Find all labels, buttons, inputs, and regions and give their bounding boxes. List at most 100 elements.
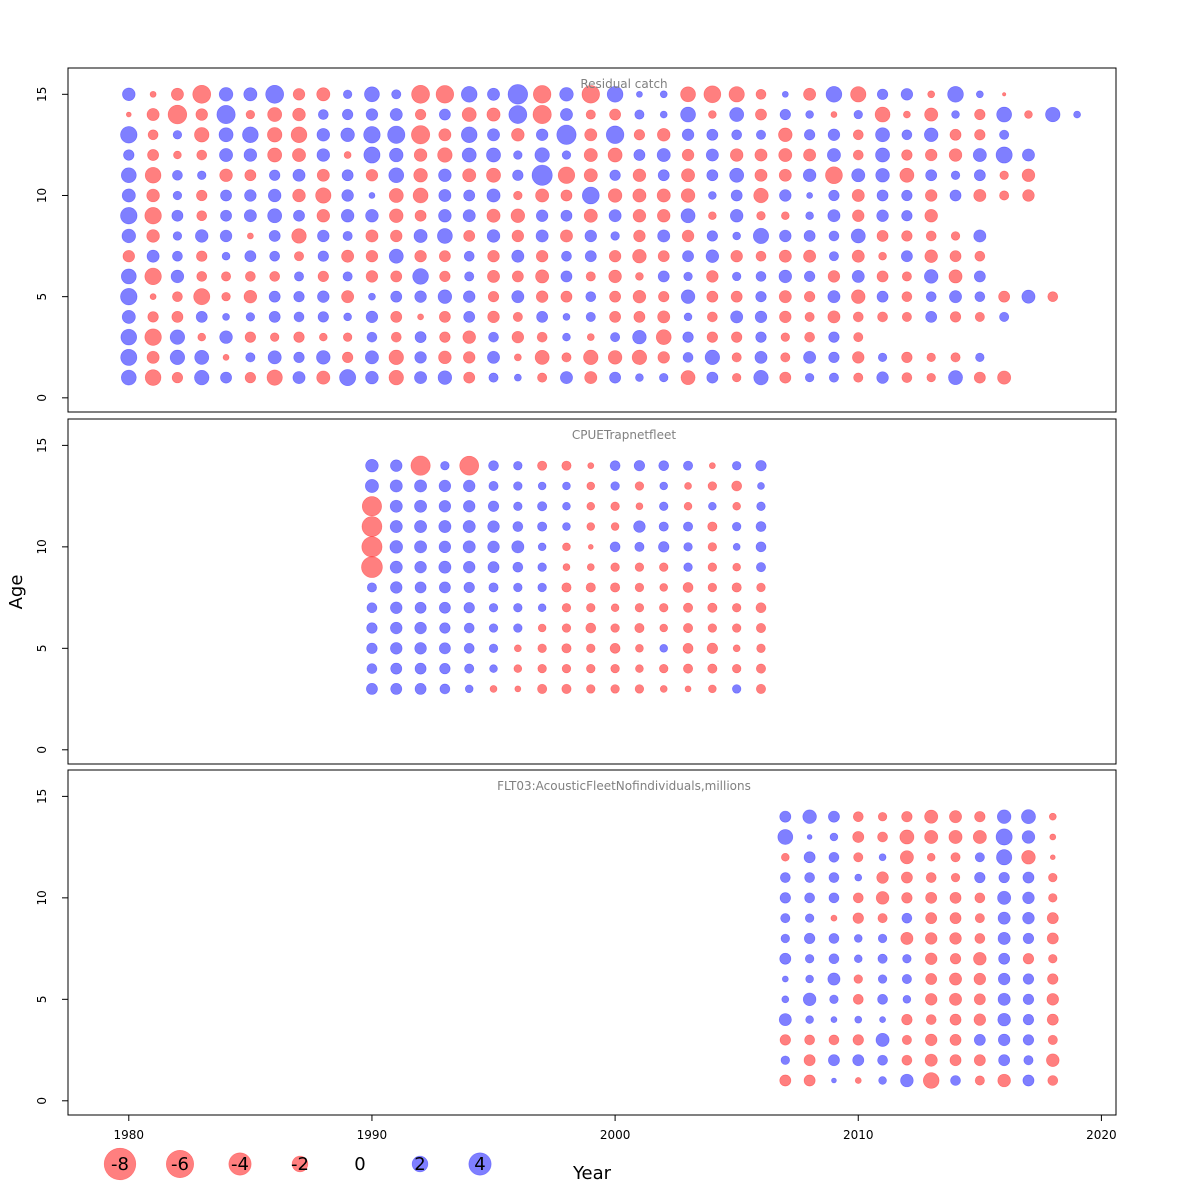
bubble-point — [1022, 993, 1035, 1005]
bubble-point — [1022, 1014, 1035, 1026]
bubble-point — [586, 481, 596, 491]
bubble-point — [365, 310, 379, 324]
bubble-point — [902, 954, 912, 964]
bubble-point — [149, 90, 157, 98]
bubble-point — [243, 209, 257, 223]
bubble-point — [391, 89, 402, 100]
bubble-point — [293, 209, 305, 222]
bubble-point — [732, 603, 742, 613]
bubble-point — [561, 663, 572, 674]
bubble-point — [512, 521, 524, 532]
bubble-point — [439, 622, 451, 634]
bubble-point — [195, 229, 209, 243]
bubble-point — [319, 332, 328, 342]
bubble-point — [806, 834, 813, 840]
bubble-point — [463, 371, 476, 384]
bubble-point — [317, 270, 329, 283]
bubble-point — [806, 192, 813, 199]
bubble-point — [827, 310, 841, 324]
bubble-point — [121, 188, 136, 203]
y-axis-label: Age — [6, 575, 27, 610]
bubble-point — [463, 189, 476, 202]
bubble-point — [925, 291, 937, 302]
bubble-point — [366, 683, 378, 695]
bubble-point — [417, 313, 424, 321]
bubble-point — [316, 128, 330, 142]
bubble-point — [169, 329, 186, 345]
bubble-point — [535, 250, 549, 263]
bubble-point — [752, 227, 770, 244]
bubble-point — [146, 188, 160, 203]
bubble-point — [463, 230, 476, 242]
bubble-point — [610, 623, 620, 633]
x-tick-label: 1990 — [357, 1128, 388, 1142]
bubble-point — [877, 913, 888, 924]
bubble-point — [706, 290, 719, 303]
bubble-point — [244, 250, 257, 263]
bubble-point — [828, 251, 839, 262]
bubble-point — [877, 352, 888, 362]
bubble-point — [388, 188, 404, 203]
bubble-point — [243, 289, 258, 304]
bubble-point — [170, 87, 184, 101]
bubble-point — [537, 521, 548, 532]
bubble-point — [681, 168, 695, 183]
bubble-point — [974, 933, 986, 944]
bubble-point — [438, 500, 452, 513]
bubble-point — [756, 643, 766, 653]
bubble-point — [219, 330, 233, 344]
bubble-point — [659, 90, 668, 99]
bubble-point — [294, 271, 304, 282]
bubble-point — [681, 148, 695, 162]
bubble-point — [707, 663, 718, 674]
bubble-point — [852, 129, 864, 141]
bubble-point — [777, 829, 794, 845]
bubble-point — [852, 892, 864, 904]
bubble-point — [657, 310, 671, 324]
panel-title: Residual catch — [580, 77, 667, 91]
bubble-point — [244, 169, 257, 182]
bubble-point — [901, 912, 913, 924]
bubble-point — [922, 1072, 940, 1089]
bubble-point — [587, 544, 594, 550]
bubble-point — [924, 830, 939, 844]
bubble-point — [585, 109, 596, 120]
bubble-point — [658, 521, 669, 532]
bubble-point — [755, 250, 767, 262]
bubble-point — [901, 1014, 913, 1026]
bubble-point — [999, 190, 1010, 201]
bubble-point — [439, 270, 451, 283]
bubble-point — [513, 481, 523, 491]
bubble-point — [463, 622, 475, 634]
bubble-point — [537, 603, 547, 612]
bubble-point — [514, 353, 522, 362]
bubble-point — [658, 291, 670, 303]
bubble-point — [147, 129, 159, 141]
bubble-point — [120, 126, 138, 144]
bubble-point — [559, 87, 574, 102]
bubble-point — [245, 312, 256, 322]
bubble-point — [512, 311, 523, 322]
bubble-point — [949, 992, 962, 1006]
bubble-point — [901, 149, 913, 161]
bubble-point — [242, 126, 259, 144]
bubble-point — [684, 685, 692, 693]
bubble-point — [610, 332, 621, 343]
bubble-point — [658, 460, 670, 471]
bubble-point — [414, 520, 428, 533]
bubble-point — [901, 1054, 913, 1066]
bubble-point — [172, 231, 183, 241]
bubble-point — [853, 372, 864, 383]
bubble-point — [878, 251, 887, 261]
bubble-point — [803, 249, 817, 263]
bubble-point — [583, 168, 598, 183]
bubble-point — [924, 809, 939, 824]
bubble-point — [536, 310, 549, 323]
bubble-point — [511, 540, 525, 554]
bubble-point — [781, 995, 790, 1004]
bubble-point — [972, 148, 987, 162]
bubble-point — [439, 663, 451, 675]
bubble-point — [779, 1074, 792, 1087]
bubble-point — [707, 562, 717, 572]
